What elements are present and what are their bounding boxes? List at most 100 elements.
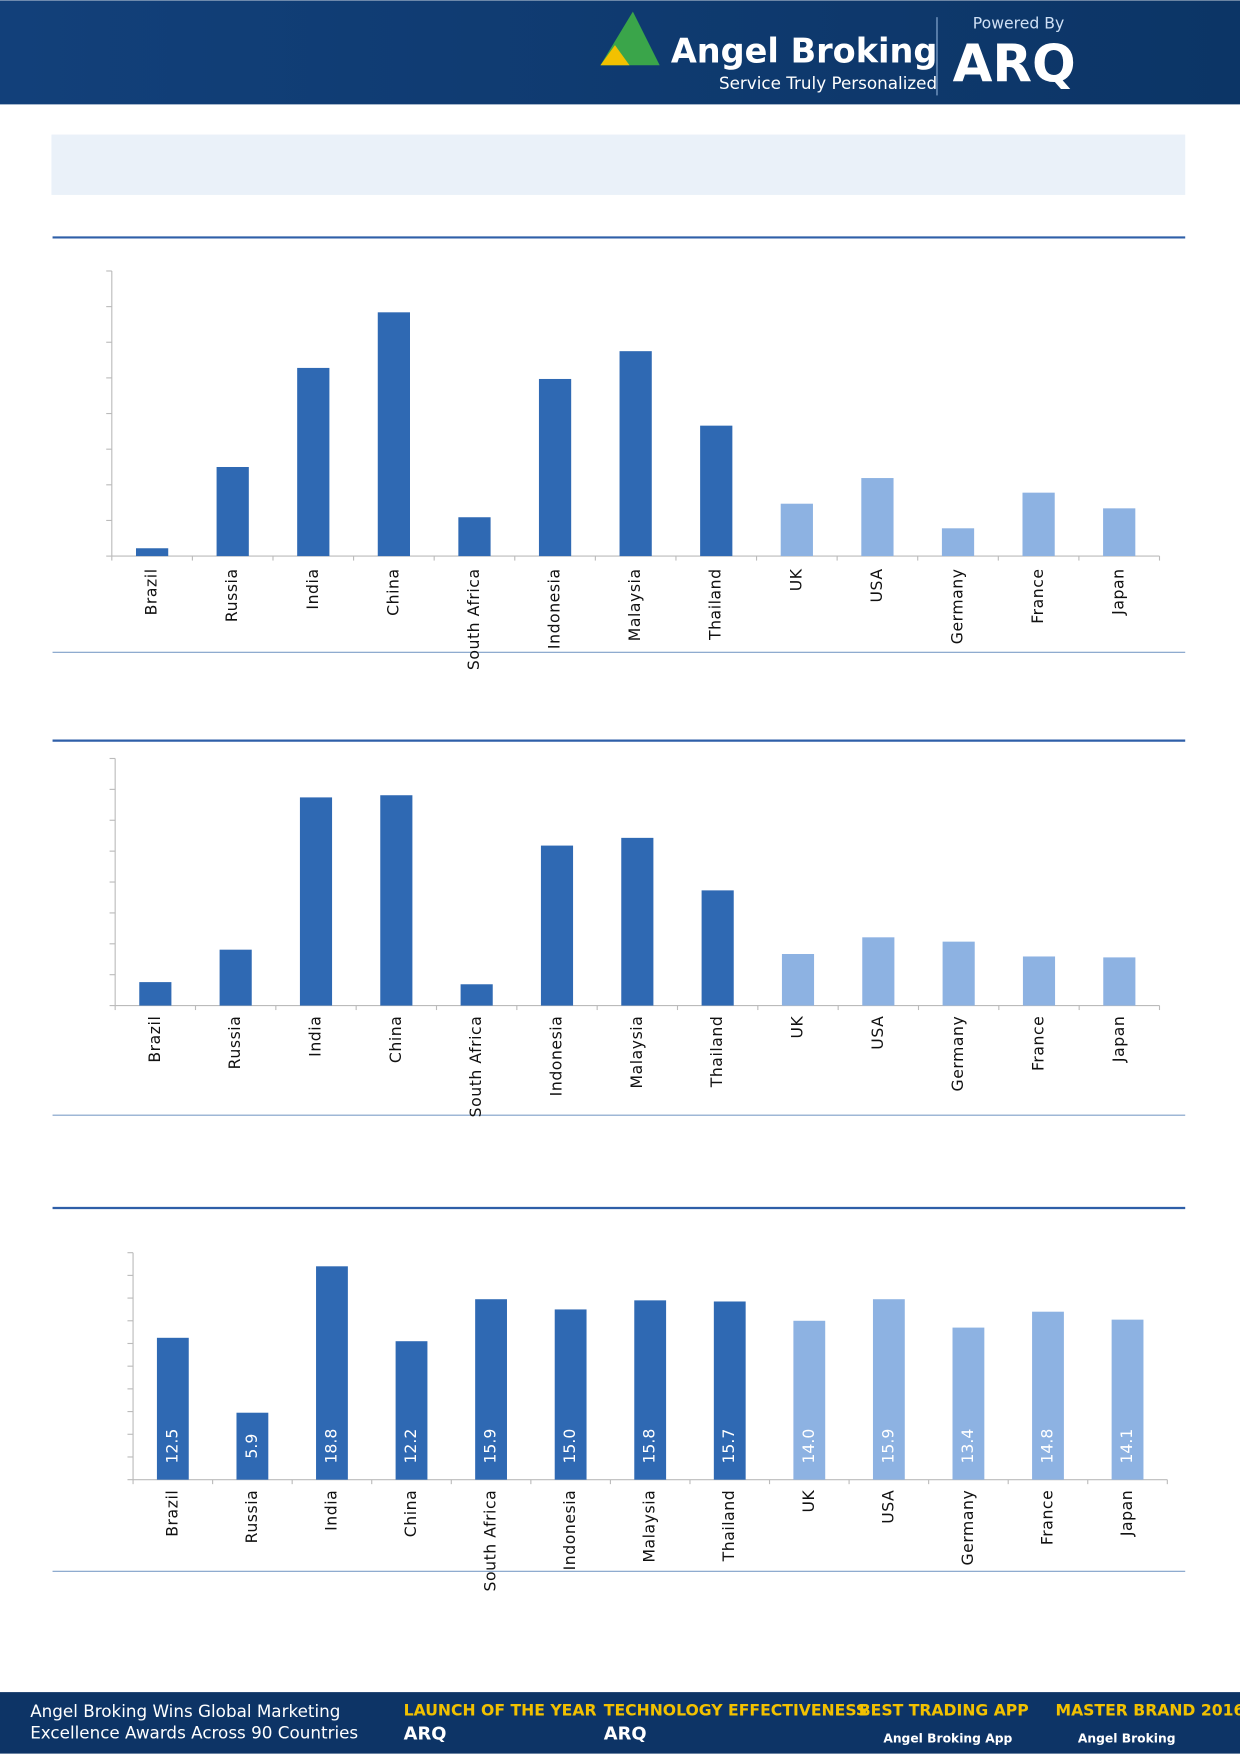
data-label: 15.7 (719, 1429, 738, 1464)
x-tick-label: Russia (222, 568, 241, 622)
award-title: TECHNOLOGY EFFECTIVENESS (604, 1701, 867, 1720)
bar (380, 795, 413, 1006)
bar (1022, 492, 1055, 557)
data-label: 13.4 (958, 1429, 977, 1464)
award-sub: ARQ (604, 1724, 647, 1745)
x-tick-label: South Africa (464, 568, 483, 670)
bar (538, 378, 572, 557)
x-tick-label: Malaysia (627, 1016, 646, 1089)
award-title: LAUNCH OF THE YEAR (404, 1701, 597, 1720)
bar (316, 1266, 348, 1480)
data-label: 15.9 (481, 1429, 500, 1464)
x-tick-label: UK (799, 1490, 818, 1513)
x-tick-label: China (386, 1016, 405, 1063)
bar (701, 890, 734, 1006)
x-tick-label: Brazil (162, 1490, 181, 1537)
x-tick-label: Germany (958, 1490, 977, 1566)
bar (299, 797, 333, 1006)
bar (941, 528, 975, 557)
bar (554, 1309, 587, 1480)
x-tick-label: Germany (948, 1016, 967, 1092)
data-label: 18.8 (321, 1429, 340, 1464)
bar (1022, 956, 1056, 1006)
x-tick-label: UK (787, 1015, 806, 1038)
x-tick-label: Brazil (145, 1016, 164, 1063)
x-tick-label: USA (878, 1490, 897, 1524)
tagline: Service Truly Personalized (719, 73, 937, 93)
data-label: 5.9 (242, 1434, 261, 1459)
bar (297, 367, 330, 557)
bar (219, 949, 252, 1006)
x-tick-label: Brazil (142, 568, 161, 615)
data-label: 15.8 (640, 1429, 659, 1464)
x-tick-label: Malaysia (625, 568, 644, 641)
x-tick-label: Germany (948, 568, 967, 644)
x-tick-label: India (303, 568, 322, 609)
bar (713, 1301, 746, 1480)
data-label: 14.1 (1117, 1429, 1136, 1464)
bar (135, 548, 169, 557)
x-tick-label: Thailand (706, 568, 725, 641)
bar (952, 1327, 985, 1480)
bar (460, 984, 493, 1006)
powered-by: Powered By (973, 13, 1064, 32)
data-label: 14.8 (1037, 1429, 1056, 1464)
award-sub: Angel Broking App (883, 1732, 1012, 1746)
bar (1111, 1319, 1144, 1480)
bar (619, 351, 652, 557)
x-tick-label: Indonesia (546, 1016, 565, 1097)
bar (621, 837, 654, 1006)
award-title: BEST TRADING APP (859, 1701, 1029, 1720)
x-tick-label: France (1028, 1016, 1047, 1071)
footer-band (0, 1692, 1240, 1754)
award-sub: Angel Broking (1078, 1732, 1176, 1746)
bar (700, 425, 733, 557)
award-sub: ARQ (404, 1724, 447, 1745)
bar (458, 517, 491, 557)
bar (793, 1320, 826, 1480)
bar (236, 1412, 269, 1480)
data-label: 14.0 (799, 1429, 818, 1464)
bar (395, 1341, 428, 1480)
bar (377, 312, 410, 557)
x-tick-label: USA (867, 568, 886, 602)
x-tick-label: Indonesia (560, 1490, 579, 1571)
bar (1032, 1311, 1064, 1480)
brand: Angel Broking (671, 31, 938, 70)
x-tick-label: Indonesia (545, 568, 564, 649)
title-box (51, 134, 1186, 195)
bar (942, 941, 975, 1006)
x-tick-label: Japan (1117, 1490, 1136, 1537)
footer-text: Angel Broking Wins Global Marketing (30, 1701, 340, 1721)
bar (1103, 508, 1136, 557)
data-label: 12.2 (401, 1429, 420, 1464)
bar (872, 1299, 905, 1480)
bar (216, 466, 249, 557)
product: ARQ (953, 34, 1076, 94)
logo-mark (600, 45, 630, 66)
x-tick-label: South Africa (466, 1016, 485, 1118)
bar (861, 478, 894, 557)
data-label: 15.0 (560, 1429, 579, 1464)
x-tick-label: Thailand (719, 1490, 738, 1563)
data-label: 15.9 (878, 1429, 897, 1464)
x-tick-label: Thailand (707, 1016, 726, 1089)
bar (139, 982, 172, 1006)
bar (156, 1337, 189, 1480)
x-tick-label: Japan (1109, 1016, 1128, 1063)
x-tick-label: South Africa (481, 1490, 500, 1592)
award-title: MASTER BRAND 2016 (1056, 1701, 1240, 1720)
bar (862, 937, 895, 1006)
data-label: 12.5 (162, 1429, 181, 1464)
x-tick-label: France (1037, 1490, 1056, 1545)
x-tick-label: Malaysia (640, 1490, 659, 1563)
x-tick-label: India (321, 1490, 340, 1531)
x-tick-label: India (305, 1016, 324, 1057)
footer-text: Excellence Awards Across 90 Countries (30, 1722, 358, 1742)
bar (634, 1300, 667, 1480)
bar (475, 1299, 507, 1480)
x-tick-label: China (401, 1490, 420, 1537)
x-tick-label: Japan (1109, 568, 1128, 615)
